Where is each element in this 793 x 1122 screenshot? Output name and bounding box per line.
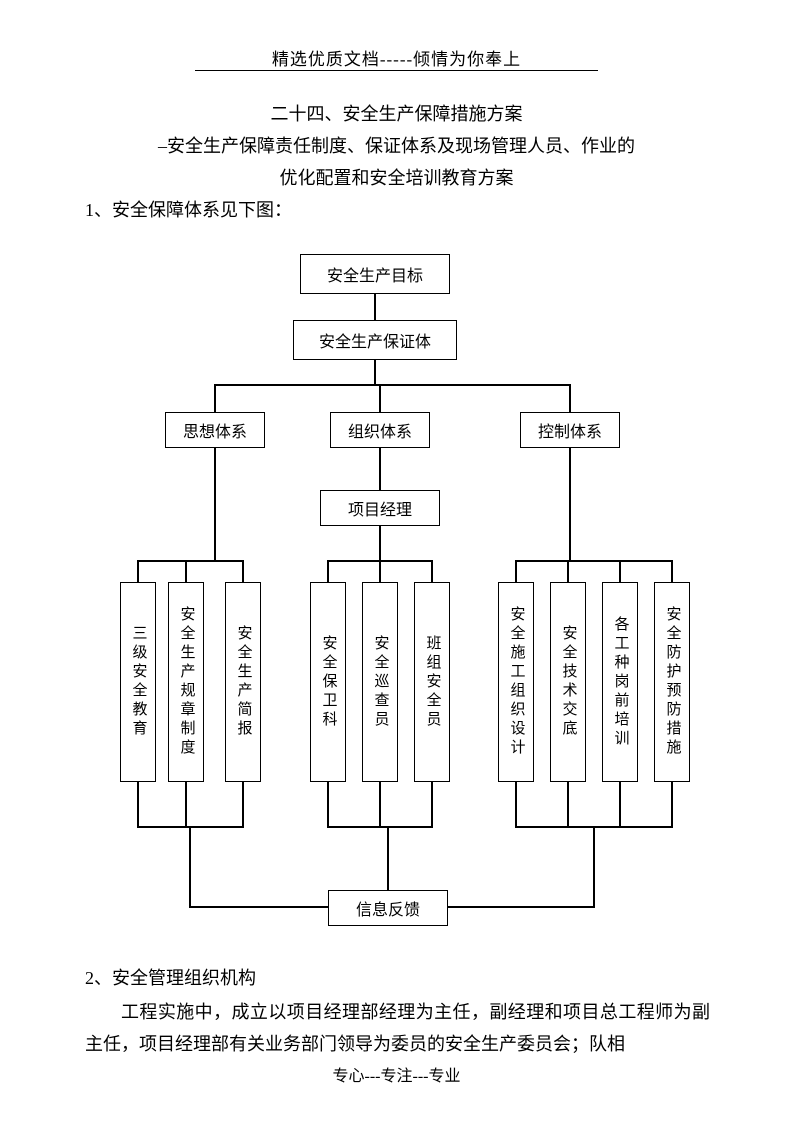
edge xyxy=(431,782,433,826)
edge-bus-right xyxy=(515,560,673,562)
leaf-l7: 安全施工组织设计 xyxy=(498,582,534,782)
leaf-l4: 安全保卫科 xyxy=(310,582,346,782)
edge xyxy=(431,560,433,582)
leaf-l6: 班组安全员 xyxy=(414,582,450,782)
edge xyxy=(515,782,517,826)
node-goal: 安全生产目标 xyxy=(300,254,450,294)
leaf-l9: 各工种岗前培训 xyxy=(602,582,638,782)
edge xyxy=(214,448,216,560)
edge xyxy=(242,782,244,826)
edge xyxy=(185,560,187,582)
leaf-l3: 安全生产简报 xyxy=(225,582,261,782)
section-1-heading: 1、安全保障体系见下图： xyxy=(85,196,292,222)
doc-title-3: 优化配置和安全培训教育方案 xyxy=(0,164,793,190)
edge xyxy=(671,782,673,826)
edge xyxy=(593,826,595,908)
leaf-l8: 安全技术交底 xyxy=(550,582,586,782)
page-header: 精选优质文档-----倾情为你奉上 xyxy=(0,45,793,70)
edge-bus-bm xyxy=(327,826,433,828)
edge xyxy=(387,826,389,890)
node-system: 安全生产保证体 xyxy=(293,320,457,360)
edge xyxy=(185,782,187,826)
edge xyxy=(567,782,569,826)
edge xyxy=(619,560,621,582)
edge xyxy=(515,560,517,582)
leaf-l4-text: 安全保卫科 xyxy=(321,635,336,730)
leaf-l3-text: 安全生产简报 xyxy=(236,625,251,739)
page-footer: 专心---专注---专业 xyxy=(0,1062,793,1086)
edge xyxy=(137,782,139,826)
leaf-l8-text: 安全技术交底 xyxy=(561,625,576,739)
edge xyxy=(327,782,329,826)
leaf-l7-text: 安全施工组织设计 xyxy=(509,606,524,758)
edge xyxy=(567,560,569,582)
edge xyxy=(671,560,673,582)
leaf-l2: 安全生产规章制度 xyxy=(168,582,204,782)
edge-bus-left xyxy=(137,560,244,562)
edge xyxy=(327,560,329,582)
edge xyxy=(189,826,191,908)
edge xyxy=(374,360,376,384)
edge xyxy=(214,384,216,412)
leaf-l1-text: 三级安全教育 xyxy=(131,625,146,739)
node-org: 组织体系 xyxy=(330,412,430,448)
leaf-l9-text: 各工种岗前培训 xyxy=(613,616,628,749)
header-rule xyxy=(195,70,598,71)
section-2-para: 工程实施中，成立以项目经理部经理为主任，副经理和项目总工程师为副主任，项目经理部… xyxy=(85,996,710,1060)
edge xyxy=(379,526,381,560)
leaf-l1: 三级安全教育 xyxy=(120,582,156,782)
doc-title-2: –安全生产保障责任制度、保证体系及现场管理人员、作业的 xyxy=(0,132,793,158)
edge-bus-1 xyxy=(214,384,571,386)
node-feedback: 信息反馈 xyxy=(328,890,448,926)
edge xyxy=(379,384,381,412)
edge xyxy=(379,448,381,490)
doc-title-1: 二十四、安全生产保障措施方案 xyxy=(0,100,793,126)
edge xyxy=(374,294,376,320)
edge xyxy=(137,560,139,582)
leaf-l10: 安全防护预防措施 xyxy=(654,582,690,782)
edge xyxy=(619,782,621,826)
section-2-heading: 2、安全管理组织机构 xyxy=(85,964,256,990)
leaf-l10-text: 安全防护预防措施 xyxy=(665,606,680,758)
edge xyxy=(569,384,571,412)
node-thought: 思想体系 xyxy=(165,412,265,448)
leaf-l5: 安全巡查员 xyxy=(362,582,398,782)
leaf-l6-text: 班组安全员 xyxy=(425,635,440,730)
edge xyxy=(379,560,381,582)
leaf-l5-text: 安全巡查员 xyxy=(373,635,388,730)
leaf-l2-text: 安全生产规章制度 xyxy=(179,606,194,758)
node-control: 控制体系 xyxy=(520,412,620,448)
edge xyxy=(242,560,244,582)
node-pm: 项目经理 xyxy=(320,490,440,526)
edge xyxy=(569,448,571,560)
edge xyxy=(379,782,381,826)
